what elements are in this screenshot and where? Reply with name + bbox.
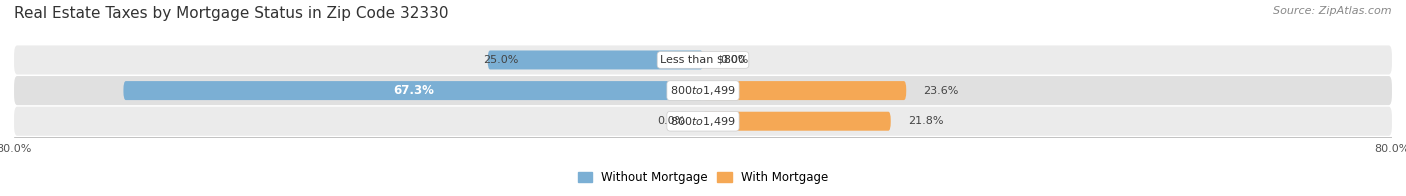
Text: 67.3%: 67.3% — [392, 84, 433, 97]
Text: Source: ZipAtlas.com: Source: ZipAtlas.com — [1274, 6, 1392, 16]
Text: Less than $800: Less than $800 — [661, 55, 745, 65]
FancyBboxPatch shape — [14, 76, 1392, 105]
FancyBboxPatch shape — [488, 51, 703, 69]
Text: 0.0%: 0.0% — [720, 55, 748, 65]
Text: 23.6%: 23.6% — [924, 86, 959, 96]
FancyBboxPatch shape — [124, 81, 703, 100]
FancyBboxPatch shape — [14, 107, 1392, 136]
Text: Real Estate Taxes by Mortgage Status in Zip Code 32330: Real Estate Taxes by Mortgage Status in … — [14, 6, 449, 21]
FancyBboxPatch shape — [703, 81, 907, 100]
Text: $800 to $1,499: $800 to $1,499 — [671, 115, 735, 128]
Text: 21.8%: 21.8% — [908, 116, 943, 126]
Text: $800 to $1,499: $800 to $1,499 — [671, 84, 735, 97]
Legend: Without Mortgage, With Mortgage: Without Mortgage, With Mortgage — [574, 167, 832, 189]
Text: 25.0%: 25.0% — [482, 55, 519, 65]
FancyBboxPatch shape — [703, 112, 891, 131]
FancyBboxPatch shape — [14, 45, 1392, 74]
Text: 0.0%: 0.0% — [658, 116, 686, 126]
